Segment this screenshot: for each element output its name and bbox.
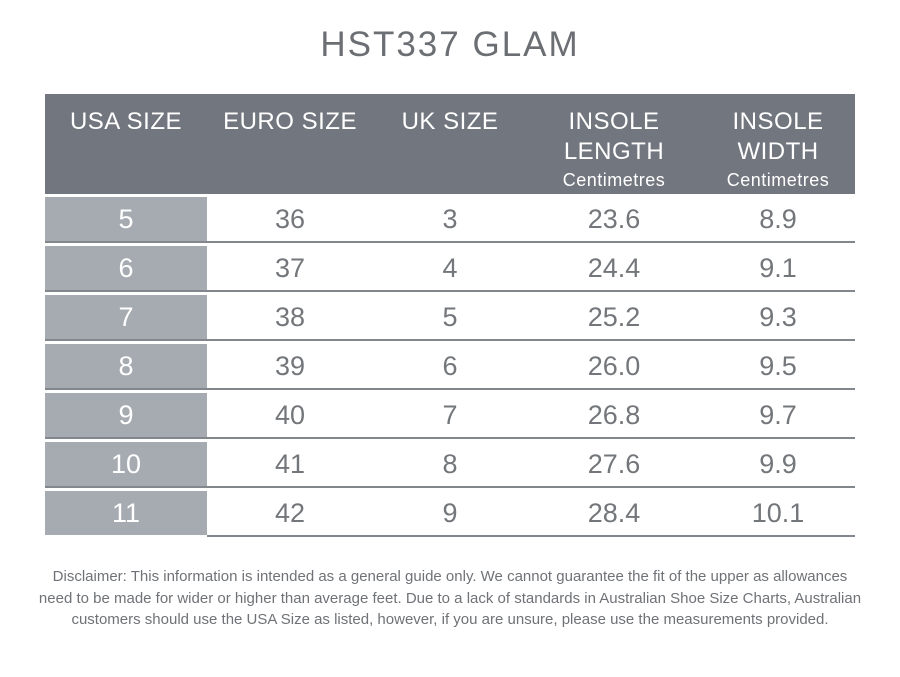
cell-insole-length: 26.0 <box>526 341 702 390</box>
column-header-label: USA SIZE <box>69 108 183 135</box>
disclaimer-text: Disclaimer: This information is intended… <box>38 568 862 628</box>
cell-uk-size: 4 <box>373 243 527 292</box>
cell-euro-size: 39 <box>207 341 374 390</box>
cell-insole-width: 10.1 <box>701 488 855 537</box>
column-header-label: INSOLE <box>732 108 824 135</box>
cell-usa-size: 5 <box>45 194 207 243</box>
table-header-row: USA SIZE EURO SIZE UK SIZE INSOLE LENGTH Cent… <box>45 94 855 194</box>
cell-usa-size: 7 <box>45 292 207 341</box>
cell-insole-length: 28.4 <box>526 488 702 537</box>
cell-insole-width: 9.5 <box>701 341 855 390</box>
table-row: 11 42 9 28.4 10.1 <box>45 488 855 537</box>
column-header-unit-label: Centimetres <box>726 170 830 190</box>
cell-euro-size: 42 <box>207 488 374 537</box>
column-header-uk-size: UK SIZE <box>373 94 527 194</box>
cell-euro-size: 40 <box>207 390 374 439</box>
cell-euro-size: 36 <box>207 194 374 243</box>
cell-insole-length: 24.4 <box>526 243 702 292</box>
cell-uk-size: 7 <box>373 390 527 439</box>
column-header-usa-size: USA SIZE <box>45 94 207 194</box>
cell-euro-size: 37 <box>207 243 374 292</box>
table-row: 6 37 4 24.4 9.1 <box>45 243 855 292</box>
cell-euro-size: 38 <box>207 292 374 341</box>
column-header-label: LENGTH <box>563 138 665 165</box>
column-header-label: WIDTH <box>737 138 819 165</box>
cell-uk-size: 8 <box>373 439 527 488</box>
table-row: 10 41 8 27.6 9.9 <box>45 439 855 488</box>
cell-usa-size: 11 <box>45 488 207 537</box>
cell-uk-size: 9 <box>373 488 527 537</box>
cell-insole-width: 9.3 <box>701 292 855 341</box>
column-header-unit-label: Centimetres <box>562 170 666 190</box>
table-row: 7 38 5 25.2 9.3 <box>45 292 855 341</box>
cell-usa-size: 9 <box>45 390 207 439</box>
column-header-label: UK SIZE <box>401 108 499 135</box>
column-header-insole-length: INSOLE LENGTH Centimetres <box>526 94 702 194</box>
column-header-euro-size: EURO SIZE <box>207 94 374 194</box>
cell-insole-length: 27.6 <box>526 439 702 488</box>
column-header-label: INSOLE <box>568 108 660 135</box>
cell-insole-length: 23.6 <box>526 194 702 243</box>
size-chart-table: USA SIZE EURO SIZE UK SIZE INSOLE LENGTH Cent… <box>45 94 855 537</box>
cell-insole-length: 26.8 <box>526 390 702 439</box>
column-header-insole-width: INSOLE WIDTH Centimetres <box>701 94 855 194</box>
table-row: 5 36 3 23.6 8.9 <box>45 194 855 243</box>
cell-uk-size: 3 <box>373 194 527 243</box>
cell-uk-size: 5 <box>373 292 527 341</box>
cell-insole-width: 9.7 <box>701 390 855 439</box>
cell-usa-size: 10 <box>45 439 207 488</box>
cell-insole-width: 9.9 <box>701 439 855 488</box>
table-row: USA SIZE EURO SIZE UK SIZE INSOLE LENGTH Cent… <box>45 94 855 194</box>
column-header-label: EURO SIZE <box>223 108 357 135</box>
cell-uk-size: 6 <box>373 341 527 390</box>
cell-euro-size: 41 <box>207 439 374 488</box>
cell-usa-size: 6 <box>45 243 207 292</box>
table-body: 5 36 3 23.6 8.9 6 37 4 24.4 9.1 7 38 5 25.2 9.3 8 39 6 26.… <box>45 194 855 537</box>
table-row: 9 40 7 26.8 9.7 <box>45 390 855 439</box>
cell-insole-width: 8.9 <box>701 194 855 243</box>
page-title: HST337 GLAM <box>320 25 580 64</box>
table-row: 8 39 6 26.0 9.5 <box>45 341 855 390</box>
cell-usa-size: 8 <box>45 341 207 390</box>
cell-insole-width: 9.1 <box>701 243 855 292</box>
cell-insole-length: 25.2 <box>526 292 702 341</box>
